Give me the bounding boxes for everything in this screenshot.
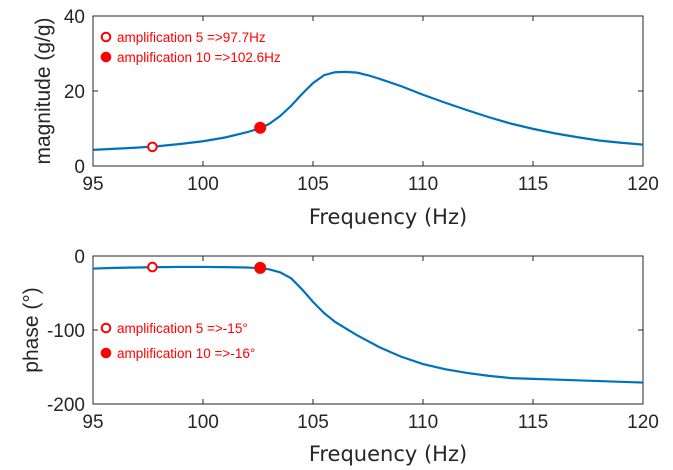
legend-marker-2 xyxy=(100,347,112,359)
series-line-1 xyxy=(92,70,644,151)
x-tick-label: 100 xyxy=(187,174,219,195)
y-tick-label: 0 xyxy=(74,247,85,268)
open-marker-1 xyxy=(147,261,158,273)
y-tick-label: 20 xyxy=(64,82,85,103)
x-axis-label: Frequency (Hz) xyxy=(309,442,467,466)
open-marker-1 xyxy=(147,141,158,153)
filled-marker-2 xyxy=(254,261,267,274)
legend-label-1: amplification 5 =>97.7Hz xyxy=(117,30,266,45)
y-axis-label: magnitude (g/g) xyxy=(32,17,55,164)
filled-marker-2 xyxy=(254,121,267,134)
x-tick-label: 120 xyxy=(627,174,659,195)
y-tick-label: -200 xyxy=(47,395,85,416)
y-tick-label: -100 xyxy=(47,321,85,342)
x-tick-label: 95 xyxy=(82,174,103,195)
x-tick-label: 120 xyxy=(627,412,659,433)
x-tick-label: 110 xyxy=(408,174,438,195)
y-tick-label: 40 xyxy=(64,7,85,28)
legend-marker-1 xyxy=(100,322,112,334)
chart-panel-1: 95 100 105 110 115 120 0 20 40 Frequency (Hz) magn… xyxy=(32,7,659,229)
legend-label-2: amplification 10 =>102.6Hz xyxy=(117,50,281,65)
x-tick-label: 115 xyxy=(518,174,548,195)
x-tick-label: 105 xyxy=(297,174,329,195)
y-axis-label: phase (°) xyxy=(20,287,43,372)
x-tick-label: 110 xyxy=(408,412,438,433)
chart-panel-2: 95 100 105 110 115 120 -200 -100 0 Frequency (Hz)… xyxy=(20,247,659,466)
x-tick-label: 105 xyxy=(297,412,329,433)
legend-marker-2 xyxy=(100,51,112,63)
legend-label-1: amplification 5 =>-15° xyxy=(117,321,248,336)
x-axis-label: Frequency (Hz) xyxy=(309,205,467,229)
x-tick-label: 115 xyxy=(518,412,548,433)
series-line-1 xyxy=(92,265,644,384)
legend-marker-1 xyxy=(100,31,112,43)
legend-label-2: amplification 10 =>-16° xyxy=(117,346,255,361)
x-tick-label: 95 xyxy=(82,412,103,433)
y-tick-label: 0 xyxy=(74,157,85,178)
x-tick-label: 100 xyxy=(187,412,219,433)
